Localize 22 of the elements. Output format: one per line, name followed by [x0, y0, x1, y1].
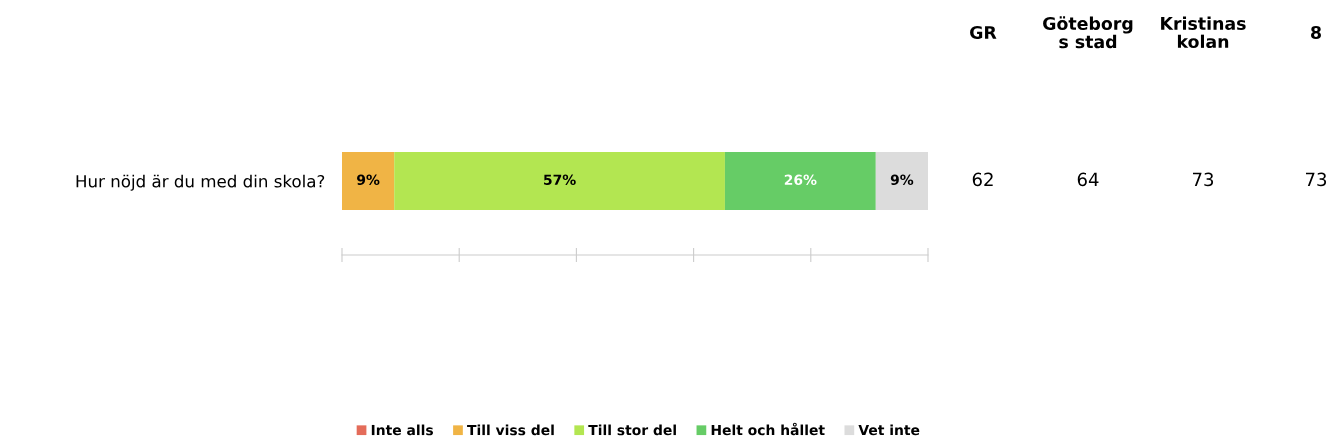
legend-label: Vet inte [858, 424, 920, 436]
legend-label: Inte alls [371, 424, 434, 436]
bar [394, 151, 725, 211]
text: 62 [972, 172, 993, 187]
text: 64 [1077, 172, 1099, 187]
text: Kristinas kolan [1161, 16, 1246, 49]
bar [724, 151, 876, 211]
text: Göteborg s stad [1043, 16, 1133, 49]
bar [342, 151, 395, 211]
data-label: 26% [784, 174, 817, 186]
legend-label: Helt och hållet [711, 422, 825, 436]
data-label: 9% [357, 174, 380, 186]
text: 73 [1192, 172, 1214, 187]
bar [875, 151, 928, 211]
data-label: 57% [544, 174, 576, 186]
text: 8 [1311, 25, 1321, 40]
y-tick-label: Hur nöjd är du med din skola? [76, 174, 325, 191]
legend-label: Till stor del [588, 424, 676, 436]
text: GR [970, 25, 997, 40]
text: 73 [1305, 172, 1327, 187]
legend-label: Till viss del [467, 424, 554, 436]
data-label: 9% [890, 174, 914, 186]
